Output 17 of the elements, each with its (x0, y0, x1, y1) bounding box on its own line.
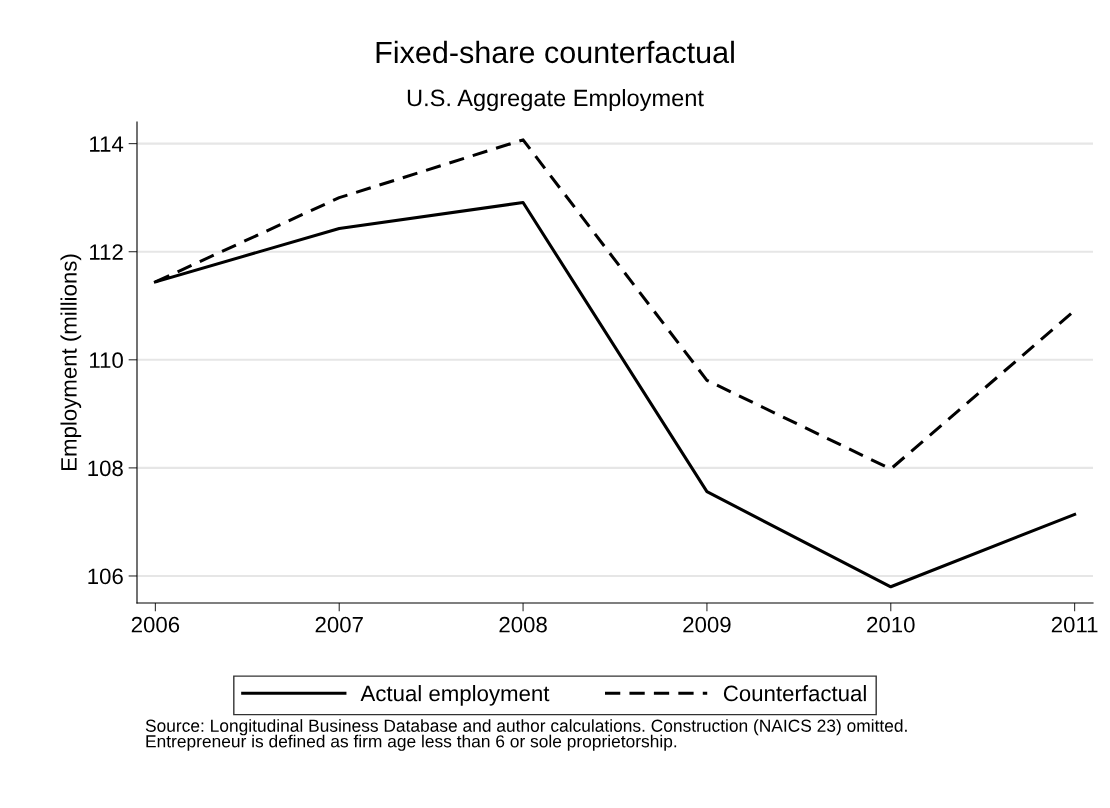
legend-label: Actual employment (360, 685, 550, 706)
y-axis-title: Employment (millions) (60, 254, 82, 470)
x-tick-label: 2009 (683, 616, 731, 633)
y-tick-label: 106 (88, 568, 123, 585)
y-tick-label: 112 (90, 244, 123, 260)
legend-label: Counterfactual (723, 685, 866, 702)
chart-title: Fixed-share counterfactual (376, 40, 734, 64)
y-tick-label: 114 (90, 136, 124, 152)
x-tick-label: 2011 (1051, 616, 1098, 633)
source-note: Source: Longitudinal Business Database and author calculations. Construction (NAICS 23) omitted. Entrepreneur is defined as firm age less than 6 or sole proprietorship. (145, 719, 907, 751)
chart-subtitle: U.S. Aggregate Employment (407, 89, 704, 111)
y-tick-label: 108 (88, 460, 123, 477)
x-tick-label: 2006 (131, 616, 180, 633)
x-tick-label: 2007 (315, 616, 363, 633)
x-tick-label: 2008 (499, 616, 547, 633)
x-tick-label: 2010 (867, 616, 915, 633)
y-tick-label: 110 (90, 352, 123, 369)
